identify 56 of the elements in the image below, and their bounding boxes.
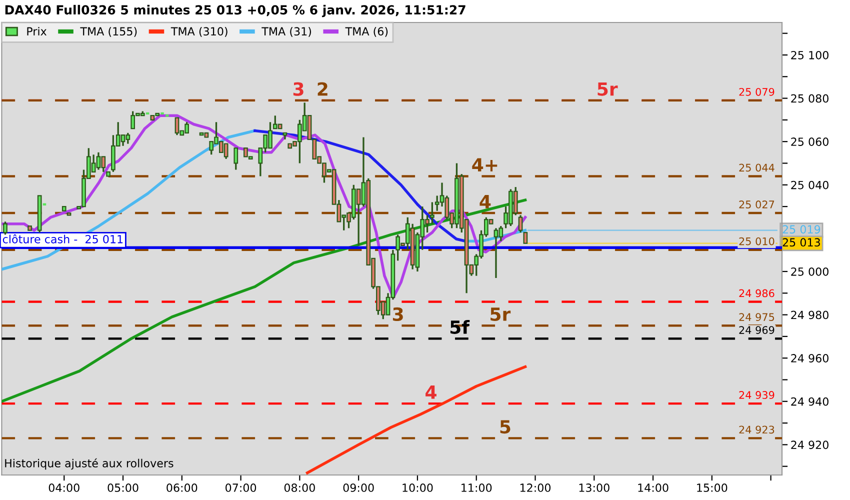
ref-line-label: 24 923 bbox=[739, 426, 774, 434]
y-tick-label: 25 000 bbox=[791, 267, 828, 276]
candlestick bbox=[523, 232, 528, 244]
annotation: 25 019 bbox=[782, 225, 820, 234]
x-tick-label: 13:00 bbox=[579, 484, 610, 492]
ref-line-label: 24 939 bbox=[739, 391, 774, 399]
y-tick-label: 25 060 bbox=[791, 138, 828, 146]
x-tick-label: 04:00 bbox=[48, 484, 80, 492]
x-tick-label: 11:00 bbox=[462, 484, 492, 492]
x-tick-label: 12:00 bbox=[520, 484, 551, 492]
legend-label: TMA (310) bbox=[170, 26, 228, 37]
ref-line-label: 25 079 bbox=[739, 88, 774, 96]
candlestick bbox=[3, 220, 8, 236]
annotation: 5r bbox=[598, 82, 618, 96]
line-series bbox=[306, 365, 527, 474]
candlestick bbox=[518, 214, 523, 234]
x-tick-label: 09:00 bbox=[343, 484, 374, 492]
chart-title: DAX40 Full0326 5 minutes 25 013 +0,05 % 6 janv. 2026, 11:51:27 bbox=[5, 4, 466, 18]
legend-label: Prix bbox=[27, 26, 47, 36]
ref-line-label: 25 044 bbox=[739, 164, 774, 172]
y-tick-label: 25 100 bbox=[791, 50, 828, 60]
x-tick-label: 14:00 bbox=[638, 484, 668, 492]
annotation: 4+ bbox=[472, 158, 498, 172]
candlestick bbox=[430, 201, 434, 225]
ref-line-label: 25 010 bbox=[739, 237, 774, 246]
x-tick-label: 05:00 bbox=[108, 484, 138, 492]
candlestick bbox=[234, 147, 238, 171]
legend-label: TMA (155) bbox=[80, 26, 137, 37]
y-tick-label: 24 960 bbox=[791, 354, 828, 362]
y-tick-label: 24 980 bbox=[791, 310, 828, 320]
ref-line-label: 24 986 bbox=[739, 289, 774, 298]
line-series bbox=[254, 129, 468, 243]
annotation: 2 bbox=[318, 82, 328, 96]
legend-label: TMA (6) bbox=[345, 26, 388, 37]
annotation: Historique ajusté aux rollovers bbox=[5, 458, 174, 470]
ref-line-label: 24 975 bbox=[739, 313, 774, 321]
annotation: 3 bbox=[392, 307, 403, 322]
y-tick-label: 24 920 bbox=[791, 440, 828, 450]
x-tick-label: 07:00 bbox=[226, 484, 256, 492]
x-tick-label: 06:00 bbox=[166, 484, 198, 492]
annotation: 3 bbox=[293, 82, 304, 96]
annotation: 25 013 bbox=[782, 238, 820, 247]
x-tick-label: 10:00 bbox=[402, 484, 433, 492]
legend-label: TMA (31) bbox=[262, 26, 312, 37]
y-tick-label: 25 040 bbox=[791, 180, 828, 190]
y-tick-label: 25 080 bbox=[791, 94, 828, 103]
ref-line-label: clôture cash - 25 011 bbox=[2, 234, 123, 244]
annotation: 5r bbox=[490, 308, 511, 322]
annotation: 4 bbox=[480, 195, 491, 208]
y-tick-label: 24 940 bbox=[791, 397, 828, 406]
x-tick-label: 08:00 bbox=[284, 484, 315, 492]
annotation: 4 bbox=[426, 386, 436, 399]
x-tick-label: 15:00 bbox=[697, 484, 728, 492]
annotation: 5 bbox=[500, 420, 510, 434]
ref-line-label: 25 027 bbox=[739, 200, 774, 208]
ref-line-label: 24 969 bbox=[739, 326, 774, 334]
